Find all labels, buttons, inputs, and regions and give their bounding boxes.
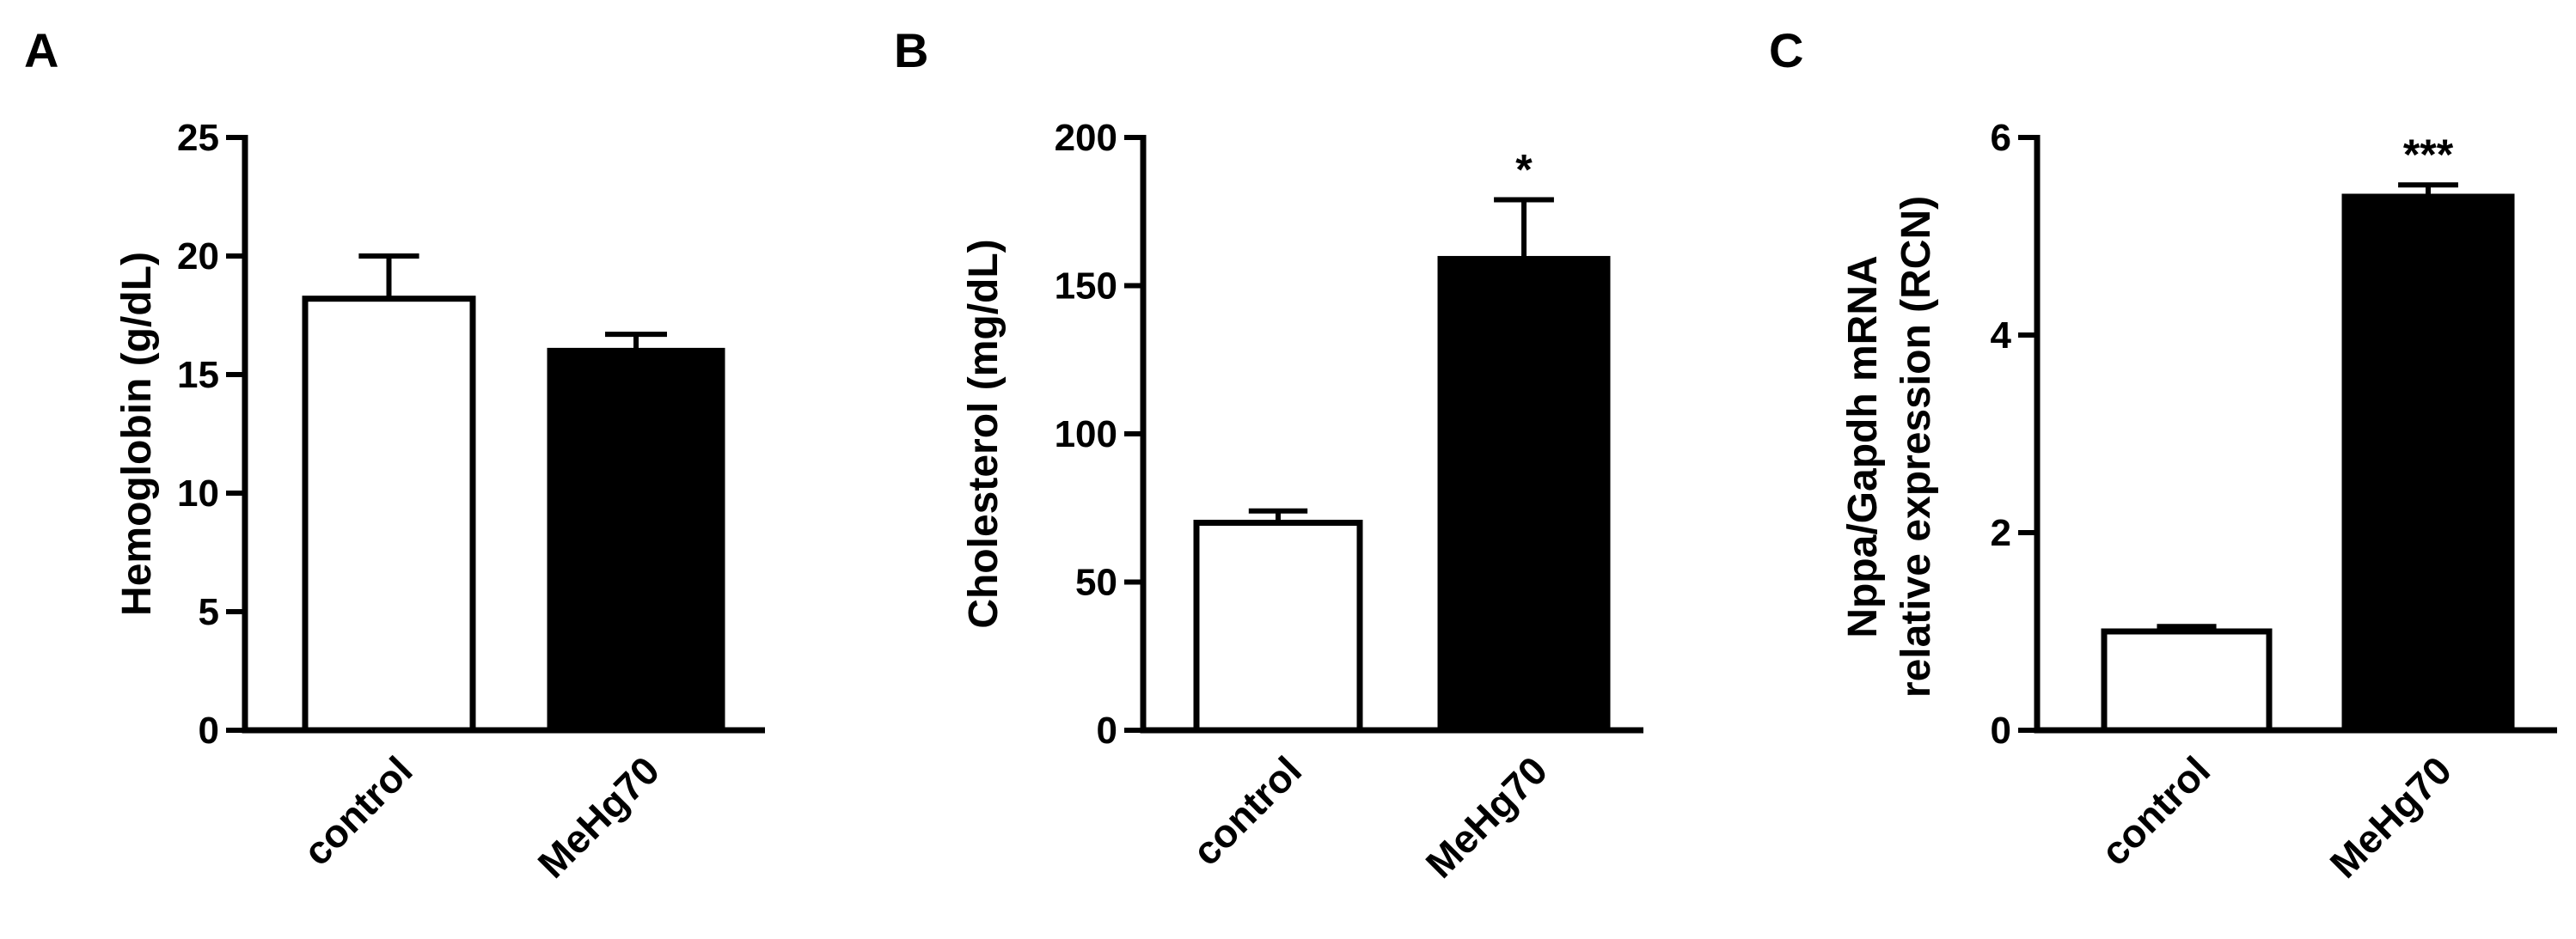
y-axis-label: Cholesterol (mg/dL) bbox=[961, 239, 1007, 628]
y-axis-label: Nppa/Gapdh mRNA relative expression (RCN) bbox=[1840, 196, 1939, 698]
significance-label: *** bbox=[2403, 131, 2454, 179]
error-bar bbox=[2398, 182, 2458, 197]
category-label: MeHg70 bbox=[529, 747, 668, 886]
chart-panel-a: A Hemoglobin (g/dL) 0 5 10 15 20 25 control MeHg7… bbox=[24, 23, 765, 887]
y-axis-label-line: Cholesterol (mg/dL) bbox=[961, 239, 1007, 628]
significance-label: * bbox=[1515, 145, 1533, 193]
y-tick-label: 5 bbox=[199, 591, 219, 633]
bar-control bbox=[1193, 520, 1363, 734]
y-tick-label: 10 bbox=[177, 473, 219, 515]
y-tick-label: 100 bbox=[1055, 413, 1117, 455]
y-axis-label-line: Hemoglobin (g/dL) bbox=[114, 252, 160, 616]
y-tick-label: 0 bbox=[199, 710, 219, 752]
category-label: MeHg70 bbox=[1417, 747, 1556, 886]
error-bar bbox=[1494, 197, 1554, 259]
y-axis-label: Hemoglobin (g/dL) bbox=[114, 252, 160, 616]
y-tick-label: 0 bbox=[1991, 710, 2011, 752]
y-tick-label: 15 bbox=[177, 354, 219, 396]
y-tick-label: 150 bbox=[1055, 265, 1117, 308]
category-label: MeHg70 bbox=[2322, 747, 2460, 886]
y-tick-label: 20 bbox=[177, 235, 219, 277]
y-tick-label: 4 bbox=[1991, 314, 2012, 357]
y-tick-label: 50 bbox=[1075, 562, 1117, 604]
y-tick-label: 0 bbox=[1097, 710, 1117, 752]
y-axis-label-line: Nppa/Gapdh mRNA bbox=[1840, 255, 1886, 637]
category-label: control bbox=[1184, 747, 1310, 874]
error-bar bbox=[605, 332, 667, 351]
y-tick-label: 2 bbox=[1991, 512, 2011, 554]
chart-panel-b: B Cholesterol (mg/dL) * 0 50 100 150 200 control… bbox=[894, 23, 1643, 887]
bar-mehg70 bbox=[1437, 255, 1611, 734]
y-tick-label: 6 bbox=[1991, 117, 2011, 159]
category-label: control bbox=[2092, 747, 2218, 874]
category-label: control bbox=[295, 747, 421, 874]
y-axis-label-line: relative expression (RCN) bbox=[1894, 196, 1939, 698]
error-bar bbox=[358, 253, 419, 299]
bar-mehg70 bbox=[2341, 193, 2515, 734]
chart-panel-c: C Nppa/Gapdh mRNA relative expression (RCN… bbox=[1769, 23, 2557, 887]
bar-control bbox=[302, 296, 476, 734]
panel-letter: A bbox=[24, 23, 58, 77]
y-tick-label: 200 bbox=[1055, 117, 1117, 159]
panel-letter: B bbox=[894, 23, 928, 77]
bar-mehg70 bbox=[547, 347, 725, 734]
y-tick-label: 25 bbox=[177, 117, 219, 159]
error-bar bbox=[1248, 508, 1308, 523]
error-bar bbox=[2157, 624, 2217, 631]
panel-letter: C bbox=[1769, 23, 1803, 77]
bar-control bbox=[2101, 628, 2273, 734]
